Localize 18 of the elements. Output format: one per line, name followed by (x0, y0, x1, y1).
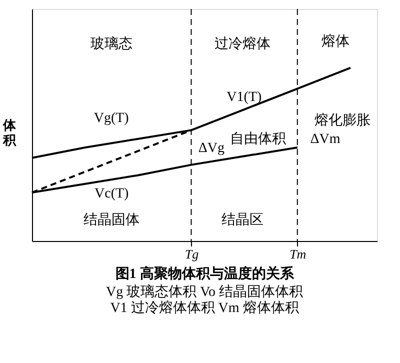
y-axis-title: 体积 (2, 118, 17, 148)
annotation: ΔVg (198, 141, 224, 156)
text: 图1 高聚物体积与温度的关系 (115, 265, 295, 282)
annotation: 自由体积 (230, 130, 286, 147)
annotation: 结晶区 (221, 212, 264, 228)
annotation: 熔化膨胀 (314, 112, 370, 128)
annotation: Vg(T) (94, 111, 130, 126)
annotation: ΔVm (310, 132, 340, 147)
text: 熔体 (322, 33, 350, 50)
x-tick-label: Tm (290, 246, 306, 262)
annotation: 结晶固体 (83, 212, 140, 228)
annotation: V1(T) (226, 90, 262, 106)
text: 过冷熔体 (214, 36, 270, 52)
x-tick-label: Tg (184, 246, 200, 262)
text: V1 过冷熔体体积 Vm 熔体体积 (110, 300, 299, 316)
text: 玻璃态 (90, 36, 132, 52)
series-label: Vc(T) (94, 186, 130, 202)
text: Vg 玻璃态体积 Vo 结晶固体体积 (106, 284, 303, 300)
